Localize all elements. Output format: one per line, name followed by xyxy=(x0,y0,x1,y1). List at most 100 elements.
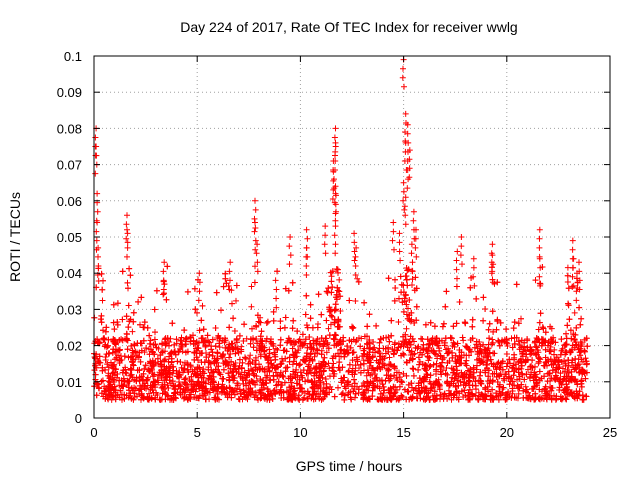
data-point xyxy=(438,337,445,344)
data-point xyxy=(152,329,158,336)
data-point xyxy=(194,309,200,316)
data-point xyxy=(239,377,246,384)
data-point xyxy=(360,347,367,354)
data-point xyxy=(112,366,119,373)
data-point xyxy=(258,340,265,347)
data-point xyxy=(350,349,357,356)
data-point xyxy=(576,388,583,395)
data-point xyxy=(247,340,254,347)
data-point xyxy=(336,323,343,330)
data-point xyxy=(325,325,332,332)
data-point xyxy=(290,358,297,365)
data-point xyxy=(531,373,538,379)
data-point xyxy=(515,338,522,345)
data-point xyxy=(153,389,160,396)
data-point xyxy=(217,335,224,342)
data-point xyxy=(237,373,244,380)
data-point xyxy=(153,287,160,294)
data-point xyxy=(315,393,321,400)
data-point xyxy=(569,342,576,349)
data-point xyxy=(466,386,473,393)
data-point xyxy=(295,338,302,345)
data-point xyxy=(344,380,351,386)
data-point xyxy=(140,337,147,344)
data-point xyxy=(390,383,397,390)
data-point xyxy=(251,279,258,286)
data-point xyxy=(226,354,233,361)
data-point xyxy=(518,362,525,369)
data-point xyxy=(136,386,143,393)
data-point xyxy=(518,359,525,366)
data-point xyxy=(187,334,193,341)
data-point xyxy=(525,394,532,401)
data-point xyxy=(302,336,309,343)
data-point xyxy=(563,335,570,342)
data-point xyxy=(565,373,571,380)
data-point xyxy=(494,316,501,323)
data-point xyxy=(401,295,408,302)
data-point xyxy=(351,380,358,387)
data-point xyxy=(352,390,359,397)
data-point xyxy=(98,319,105,326)
data-point xyxy=(405,305,411,312)
data-point xyxy=(290,317,297,324)
data-point xyxy=(540,395,547,402)
data-point xyxy=(353,337,360,344)
data-point xyxy=(202,342,209,349)
data-point xyxy=(127,272,134,279)
data-point xyxy=(290,351,297,358)
data-point xyxy=(256,361,262,368)
data-point xyxy=(219,388,226,395)
data-point xyxy=(282,364,289,371)
data-point xyxy=(511,334,518,341)
data-point xyxy=(204,332,211,339)
data-point xyxy=(404,344,411,351)
data-point xyxy=(482,306,489,312)
data-point xyxy=(439,323,446,330)
data-point xyxy=(532,390,539,397)
data-point xyxy=(392,276,398,283)
data-point xyxy=(364,383,370,390)
data-point xyxy=(142,362,149,369)
data-point xyxy=(137,358,144,365)
data-point xyxy=(277,325,284,332)
data-point xyxy=(310,345,317,352)
data-point xyxy=(170,382,176,389)
data-point xyxy=(258,328,265,335)
data-point xyxy=(253,373,260,380)
data-point xyxy=(309,391,316,398)
data-point xyxy=(218,353,225,360)
data-point xyxy=(453,388,460,395)
data-point xyxy=(328,273,335,280)
data-point xyxy=(289,361,296,368)
data-point xyxy=(424,336,431,343)
data-point xyxy=(403,396,410,403)
data-point xyxy=(219,375,226,382)
data-point xyxy=(119,268,126,275)
data-point xyxy=(536,355,543,362)
data-point xyxy=(277,336,284,343)
data-point xyxy=(559,345,566,352)
data-point xyxy=(164,263,171,270)
data-point xyxy=(429,384,436,391)
data-point xyxy=(300,367,307,374)
data-point xyxy=(365,357,372,364)
data-point xyxy=(383,372,390,379)
data-point xyxy=(462,392,469,399)
data-point xyxy=(402,331,409,338)
data-point xyxy=(313,363,320,370)
data-point xyxy=(388,387,395,393)
data-point xyxy=(401,386,408,393)
data-point xyxy=(342,350,348,357)
data-point xyxy=(571,336,578,343)
data-point xyxy=(125,302,132,309)
data-point xyxy=(121,395,128,402)
data-point xyxy=(475,396,482,403)
data-point xyxy=(331,306,338,313)
data-point xyxy=(415,354,422,361)
data-point xyxy=(119,383,126,390)
data-point xyxy=(100,277,106,284)
data-point xyxy=(423,346,430,353)
data-point xyxy=(159,390,166,397)
data-point xyxy=(167,363,174,370)
